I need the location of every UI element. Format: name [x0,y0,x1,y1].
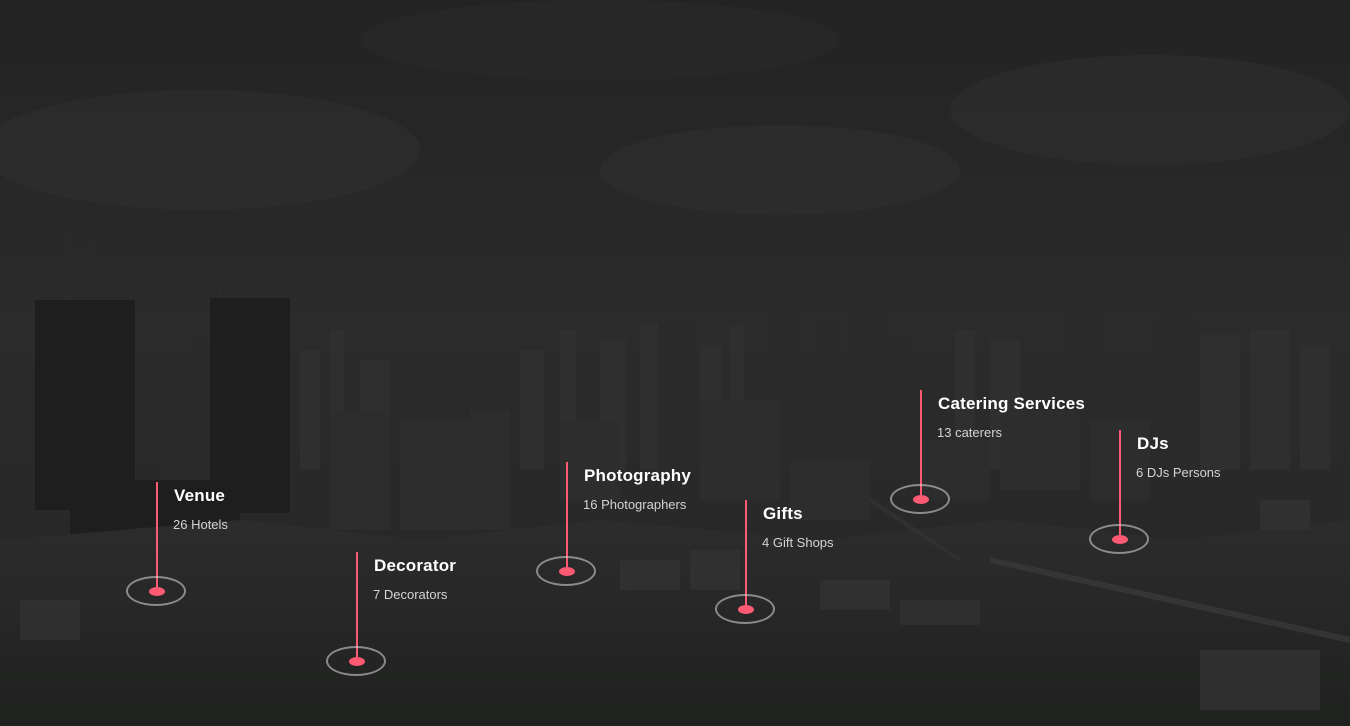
gifts-pin-dot-icon [738,605,754,614]
photography-count: 16 Photographers [583,497,687,512]
decorator-marker[interactable]: Decorator 7 Decorators [326,552,557,726]
decorator-pin-dot-icon [349,657,365,666]
venue-pin-dot-icon [149,587,165,596]
venue-count: 26 Hotels [173,517,228,532]
venue-title: Venue [174,486,226,505]
gifts-title: Gifts [763,504,803,523]
photography-pin-stem [566,462,568,572]
catering-pin-stem [920,390,922,500]
djs-count: 6 DJs Persons [1136,465,1221,480]
photography-marker[interactable]: Photography 16 Photographers [536,462,767,662]
gifts-count: 4 Gift Shops [762,535,834,550]
gifts-pin-stem [745,500,747,610]
photography-title: Photography [584,466,692,485]
catering-title: Catering Services [938,394,1086,413]
photography-pin-dot-icon [559,567,575,576]
venue-pin-ring-icon [126,576,186,606]
venue-pin-stem [156,482,158,592]
gifts-marker[interactable]: Gifts 4 Gift Shops [715,500,946,700]
venue-marker[interactable]: Venue 26 Hotels [126,482,357,682]
djs-pin-ring-icon [1089,524,1149,554]
decorator-pin-stem [356,552,358,662]
decorator-count: 7 Decorators [373,587,448,602]
djs-marker[interactable]: DJs 6 DJs Persons [1089,430,1320,630]
djs-pin-stem [1119,430,1121,540]
gifts-pin-ring-icon [715,594,775,624]
catering-pin-dot-icon [913,495,929,504]
djs-pin-dot-icon [1112,535,1128,544]
photography-pin-ring-icon [536,556,596,586]
catering-services-marker[interactable]: Catering Services 13 caterers [890,390,1121,590]
decorator-title: Decorator [374,556,457,575]
catering-count: 13 caterers [937,425,1003,440]
catering-pin-ring-icon [890,484,950,514]
decorator-pin-ring-icon [326,646,386,676]
djs-title: DJs [1137,434,1169,453]
